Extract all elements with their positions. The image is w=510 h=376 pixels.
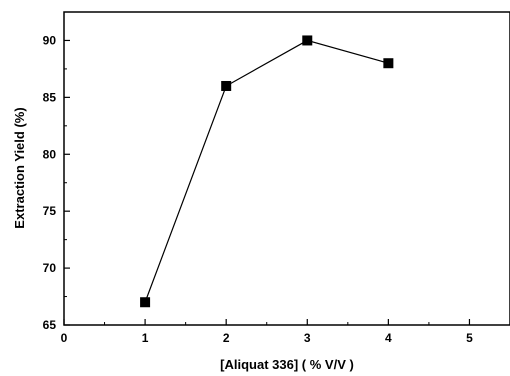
y-tick-label: 90 bbox=[43, 33, 57, 47]
data-point bbox=[221, 80, 232, 91]
y-tick-label: 70 bbox=[43, 261, 57, 275]
y-axis-label: Extraction Yield (%) bbox=[12, 107, 27, 228]
x-tick-label: 1 bbox=[142, 331, 149, 345]
tick-labels: 0 1 2 3 4 5 65 70 75 80 85 90 bbox=[43, 33, 473, 345]
y-tick-label: 80 bbox=[43, 147, 57, 161]
x-tick-label: 2 bbox=[223, 331, 230, 345]
y-tick-label: 85 bbox=[43, 90, 57, 104]
y-tick-label: 75 bbox=[43, 204, 57, 218]
data-point bbox=[302, 35, 313, 46]
x-axis-label: [Aliquat 336] ( % V/V ) bbox=[220, 357, 354, 372]
data-series bbox=[140, 35, 394, 308]
axis-ticks bbox=[63, 39, 471, 326]
x-tick-label: 0 bbox=[61, 331, 68, 345]
data-point bbox=[140, 297, 151, 308]
series-line bbox=[144, 39, 389, 303]
data-point bbox=[383, 58, 394, 69]
y-tick-label: 65 bbox=[43, 318, 57, 332]
x-tick-label: 4 bbox=[385, 331, 392, 345]
x-tick-label: 3 bbox=[304, 331, 311, 345]
plot-frame bbox=[63, 11, 510, 326]
x-tick-label: 5 bbox=[466, 331, 473, 345]
